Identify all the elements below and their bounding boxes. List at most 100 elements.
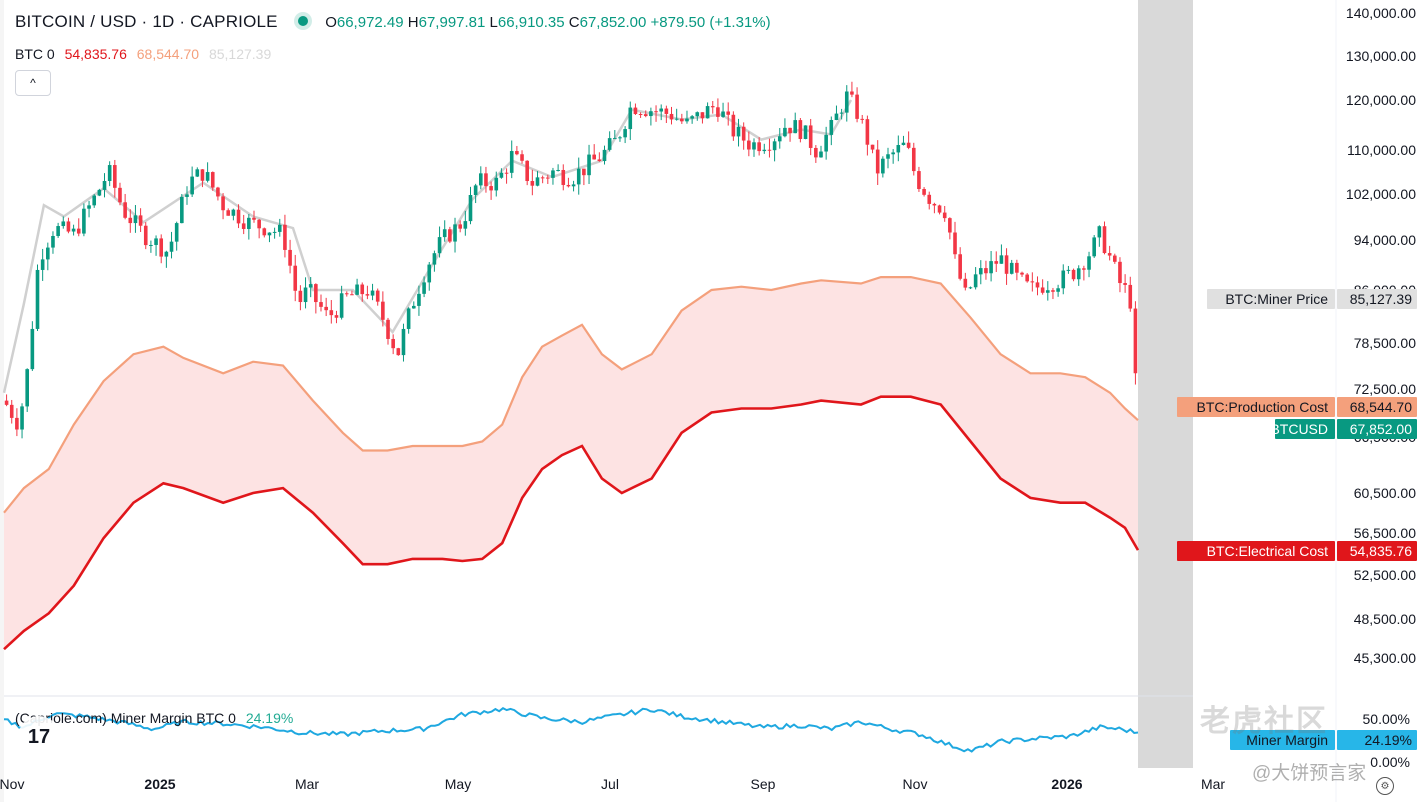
candle-body [540, 177, 545, 179]
candle-body [674, 118, 679, 120]
tradingview-logo-icon[interactable]: 17 [18, 716, 60, 758]
candle-body [180, 196, 184, 224]
btcusd-value-text: 67,852.00 [1350, 421, 1412, 437]
candle-body [649, 111, 653, 117]
candle [721, 102, 725, 118]
candle [200, 169, 205, 188]
settings-gear-icon[interactable]: ⚙ [1376, 777, 1394, 795]
candle-body [288, 249, 292, 266]
candle-body [865, 119, 870, 145]
candle [628, 101, 633, 141]
miner-price-value: 85,127.39 [208, 46, 272, 62]
symbol-legend[interactable]: BITCOIN / USD · 1D · CAPRIOLE O66,972.49… [15, 12, 771, 32]
candle-body [118, 187, 122, 203]
candle-body [61, 221, 66, 227]
candle [669, 106, 674, 125]
candle-body [432, 253, 437, 265]
x-tick-label: 2026 [1051, 776, 1082, 792]
electrical-cost-name-tag [1177, 541, 1335, 561]
candle-body [638, 114, 643, 116]
candle [932, 202, 937, 214]
indicator-legend[interactable]: BTC 0 54,835.76 68,544.70 85,127.39 [15, 46, 277, 62]
candle [886, 147, 890, 169]
candle-body [164, 251, 169, 257]
candle [561, 164, 566, 191]
y-tick-label: 56,500.00 [1354, 525, 1416, 541]
miner-margin-legend[interactable]: (Capriole.com) Miner Margin BTC 0 24.19% [15, 710, 293, 726]
candle-body [747, 140, 751, 150]
candle [808, 118, 813, 156]
candle [484, 166, 488, 193]
candle [247, 214, 251, 240]
candle [674, 108, 679, 121]
candle-body [411, 305, 416, 309]
candle-body [556, 169, 560, 171]
candle [107, 161, 112, 187]
candle-body [293, 265, 298, 291]
close-value: 67,852.00 [579, 14, 647, 31]
candle [1066, 265, 1071, 274]
candle-body [726, 111, 731, 115]
candle [494, 171, 499, 197]
candle-body [329, 310, 334, 316]
candle-body [159, 238, 164, 257]
candle [386, 317, 390, 345]
candle [375, 288, 380, 306]
candle [948, 217, 952, 240]
candle-body [370, 290, 375, 296]
candle-body [958, 254, 962, 279]
symbol-title[interactable]: BITCOIN / USD · 1D · CAPRIOLE [15, 12, 278, 31]
candle [365, 285, 370, 300]
candle [783, 118, 787, 138]
candle [551, 167, 555, 185]
candle-body [741, 126, 746, 141]
candle-body [654, 111, 658, 113]
indicator-name[interactable]: BTC 0 [15, 46, 55, 62]
collapse-legend-button[interactable]: ^ [15, 70, 51, 96]
candle [710, 101, 715, 114]
candle-body [267, 232, 272, 236]
electrical-cost-line [3, 395, 1140, 651]
candle-body [1030, 281, 1035, 283]
candle-body [458, 224, 462, 229]
candle-body [1102, 226, 1107, 254]
candle [1004, 248, 1009, 285]
candle [319, 294, 323, 312]
candle [520, 150, 524, 164]
candle [118, 182, 122, 206]
candle-body [937, 205, 942, 213]
candle-body [406, 308, 411, 329]
candle-body [561, 169, 566, 185]
candle [602, 145, 607, 165]
candle [143, 222, 148, 250]
candle [1076, 265, 1081, 286]
candle-body [716, 107, 720, 117]
candle-body [1045, 290, 1050, 293]
candle [865, 115, 870, 156]
candle [427, 261, 432, 291]
btcusd-name-tag [1275, 419, 1335, 439]
candle-body [525, 160, 529, 182]
miner-margin-title[interactable]: (Capriole.com) Miner Margin BTC 0 [15, 710, 236, 726]
candle [267, 232, 272, 243]
candle [633, 103, 638, 115]
candle-body [1123, 283, 1127, 285]
watermark-handle: @大饼预言家 [1252, 763, 1367, 784]
x-tick-label: 2025 [144, 776, 175, 792]
candle [731, 111, 736, 141]
candle [1040, 279, 1045, 295]
candle [530, 169, 535, 196]
watermark-logo: 老虎社区 [1200, 705, 1328, 738]
btcusd-label-group: BTCUSD 67,852.00 [1270, 419, 1417, 439]
candle-body [1040, 287, 1045, 293]
candle [391, 334, 395, 355]
candle [442, 220, 447, 242]
candle [984, 260, 988, 280]
candle [803, 125, 808, 140]
candle [1020, 271, 1024, 277]
candle-body [839, 112, 844, 114]
candle [747, 131, 751, 157]
y-tick-label: 102,000.00 [1346, 186, 1416, 202]
candle [607, 131, 612, 152]
